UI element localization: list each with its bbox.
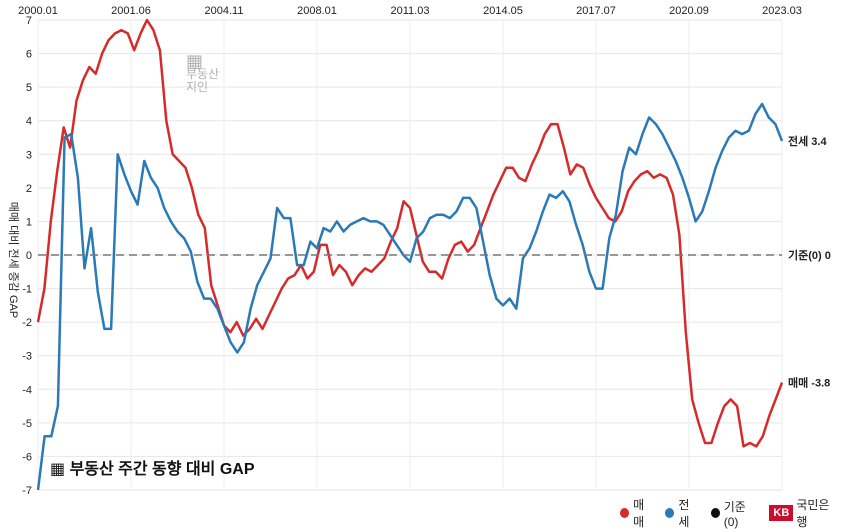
footer-logo-icon: ▦ [50,461,70,478]
y-axis-title: 매매 대비 전세 증감 GAP [7,202,20,318]
legend-dot-baseline [710,508,720,518]
legend-dot-sale [620,508,630,518]
series-lines [36,18,784,491]
x-tick-label-8: 2023.03 [762,5,802,17]
x-tick-label-5: 2014.05 [483,5,523,17]
watermark: ▦ 부동산 지인 [186,51,276,94]
x-tick-label-3: 2008.01 [297,5,337,17]
footer-title: ▦ 부동산 주간 동향 대비 GAP [50,455,255,479]
y-tick-label-1: 6 [26,49,32,61]
series-end-label-0: 매매 -3.8 [788,376,830,390]
chart-legend: 매매 전세 기준(0) KB 국민은행 [620,498,835,529]
y-tick-label-7: 0 [26,250,32,262]
legend-item-baseline[interactable]: 기준(0) [710,498,758,529]
y-tick-label-2: 5 [26,82,32,94]
watermark-line1: 부동산 [186,67,220,81]
legend-dot-jeonse [665,508,675,518]
y-tick-label-14: -7 [22,485,32,497]
kb-badge: KB [769,505,794,521]
watermark-icon: ▦ [186,51,204,71]
legend-item-sale[interactable]: 매매 [620,496,653,530]
series-line-1 [36,102,784,491]
series-line-0 [36,18,784,448]
y-tick-label-6: 1 [26,216,32,228]
y-tick-label-8: -1 [22,284,32,296]
y-tick-label-10: -3 [22,351,32,363]
legend-item-jeonse[interactable]: 전세 [665,496,698,530]
x-tick-label-1: 2001.06 [111,5,151,17]
y-tick-label-5: 2 [26,183,32,195]
x-tick-label-4: 2011.03 [391,5,430,17]
y-tick-label-11: -4 [22,384,32,396]
legend-label-sale: 매매 [633,498,645,529]
y-tick-label-4: 3 [26,149,32,161]
x-tick-label-2: 2004.11 [205,5,244,17]
series-end-label-1: 전세 3.4 [788,134,827,148]
x-tick-label-7: 2020.09 [669,5,709,17]
x-tick-label-6: 2017.07 [576,5,616,17]
y-tick-label-3: 4 [26,116,32,128]
x-tick-labels: 2000.01 2001.06 2004.11 2008.01 2011.03 2014.… [18,5,802,17]
series-end-label-2: 기준(0) 0 [788,248,831,262]
y-tick-labels: 7 6 5 4 3 2 1 0 -1 -2 -3 -4 -5 -6 -7 [22,15,32,497]
y-tick-label-12: -5 [22,418,32,430]
watermark-line2: 지인 [186,80,209,94]
x-tick-label-0: 2000.01 [18,5,58,17]
footer-title-text: 부동산 주간 동향 대비 GAP [69,461,255,478]
legend-label-jeonse: 전세 [678,498,690,529]
y-tick-label-0: 7 [26,15,32,27]
y-tick-label-9: -2 [22,317,32,329]
series-end-labels: 매매 -3.8 전세 3.4 기준(0) 0 [788,134,831,390]
source-logo: KB 국민은행 [769,496,835,530]
source-name: 국민은행 [796,498,830,529]
y-tick-label-13: -6 [22,451,32,463]
legend-label-baseline: 기준(0) [723,499,746,529]
